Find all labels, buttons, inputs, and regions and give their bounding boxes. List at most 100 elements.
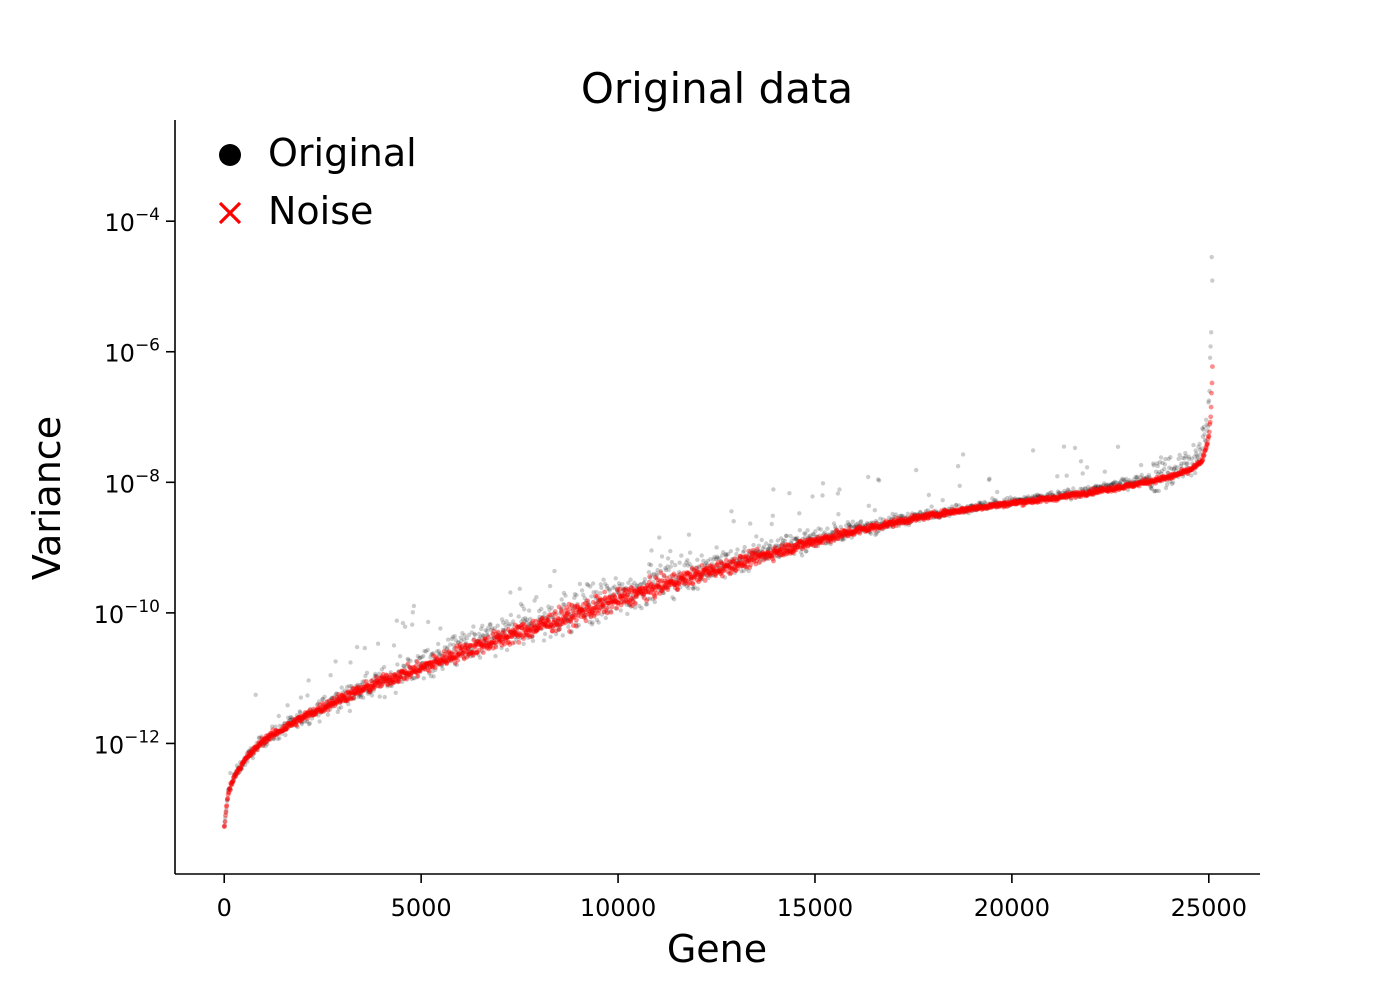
original-point bbox=[351, 686, 356, 691]
original-point bbox=[510, 619, 516, 624]
original-point bbox=[866, 503, 871, 508]
original-point bbox=[423, 666, 428, 671]
original-point bbox=[1138, 462, 1144, 468]
original-point bbox=[710, 561, 715, 566]
original-point bbox=[814, 534, 820, 539]
original-point bbox=[456, 652, 462, 658]
original-point bbox=[521, 641, 526, 646]
original-point bbox=[502, 631, 507, 636]
original-point bbox=[673, 562, 678, 568]
original-point bbox=[547, 583, 553, 589]
original-point bbox=[390, 680, 396, 685]
original-point bbox=[675, 578, 680, 583]
original-point bbox=[252, 748, 257, 753]
original-point bbox=[545, 616, 550, 622]
original-point bbox=[649, 572, 655, 578]
original-point bbox=[700, 576, 705, 581]
original-point bbox=[734, 556, 740, 561]
original-point bbox=[424, 665, 429, 670]
original-point bbox=[513, 630, 519, 636]
original-point bbox=[574, 624, 580, 629]
original-point bbox=[703, 560, 709, 566]
original-point bbox=[684, 583, 689, 589]
original-point bbox=[364, 670, 370, 675]
original-point bbox=[374, 674, 380, 679]
original-point bbox=[647, 596, 653, 601]
original-point bbox=[592, 607, 597, 613]
original-point bbox=[224, 798, 230, 803]
original-point bbox=[534, 622, 540, 628]
original-point bbox=[560, 606, 565, 611]
original-point bbox=[718, 559, 724, 564]
original-point bbox=[658, 563, 663, 568]
original-point bbox=[1168, 455, 1173, 460]
original-point bbox=[483, 628, 488, 633]
original-point bbox=[287, 722, 292, 728]
original-point bbox=[349, 683, 354, 689]
original-point bbox=[258, 740, 263, 746]
original-point bbox=[402, 624, 408, 629]
original-point bbox=[311, 712, 316, 718]
original-point bbox=[585, 600, 590, 605]
original-point bbox=[593, 595, 598, 601]
original-point bbox=[240, 762, 246, 768]
original-point bbox=[459, 645, 465, 650]
original-point bbox=[558, 606, 564, 611]
original-point bbox=[755, 552, 760, 557]
original-point bbox=[604, 583, 610, 589]
original-point bbox=[639, 606, 644, 611]
original-point bbox=[348, 660, 353, 665]
original-point bbox=[246, 749, 251, 754]
original-point bbox=[336, 695, 341, 701]
original-point bbox=[684, 560, 689, 565]
original-point bbox=[1208, 344, 1213, 349]
original-point bbox=[429, 652, 434, 657]
original-point bbox=[530, 638, 536, 643]
original-point bbox=[369, 679, 374, 684]
original-point bbox=[646, 570, 651, 575]
x-axis-title: Gene bbox=[667, 927, 767, 971]
original-point bbox=[605, 586, 610, 591]
original-point bbox=[817, 533, 822, 538]
original-point bbox=[816, 526, 821, 531]
original-point bbox=[533, 624, 538, 629]
original-point bbox=[662, 574, 667, 579]
original-point bbox=[577, 581, 583, 587]
original-point bbox=[717, 569, 723, 574]
original-point bbox=[536, 608, 542, 614]
original-point bbox=[1030, 448, 1036, 453]
original-point bbox=[546, 615, 552, 620]
original-point bbox=[588, 615, 594, 620]
original-point bbox=[809, 542, 814, 548]
noise-point bbox=[516, 640, 522, 645]
original-point bbox=[370, 677, 376, 682]
original-point bbox=[370, 686, 375, 691]
original-point bbox=[358, 694, 364, 700]
original-point bbox=[326, 702, 331, 707]
x-tick-label: 5000 bbox=[391, 894, 452, 922]
original-point bbox=[819, 536, 824, 541]
original-point bbox=[290, 721, 296, 727]
original-point bbox=[559, 597, 564, 602]
original-point bbox=[486, 641, 492, 646]
original-point bbox=[775, 550, 780, 555]
original-point bbox=[573, 604, 578, 610]
original-point bbox=[447, 655, 452, 660]
original-point bbox=[1209, 254, 1214, 260]
original-point bbox=[565, 618, 570, 623]
original-point bbox=[291, 723, 296, 728]
original-point bbox=[271, 736, 277, 742]
original-point bbox=[602, 599, 607, 604]
original-point bbox=[776, 543, 781, 548]
original-point bbox=[505, 635, 510, 640]
noise-point bbox=[1210, 364, 1215, 369]
original-point bbox=[346, 701, 351, 707]
original-point bbox=[802, 531, 807, 536]
original-point bbox=[696, 573, 701, 578]
original-point bbox=[582, 596, 587, 601]
original-point bbox=[331, 697, 337, 702]
original-point bbox=[551, 611, 557, 616]
original-point bbox=[419, 655, 424, 660]
original-point bbox=[761, 554, 766, 559]
